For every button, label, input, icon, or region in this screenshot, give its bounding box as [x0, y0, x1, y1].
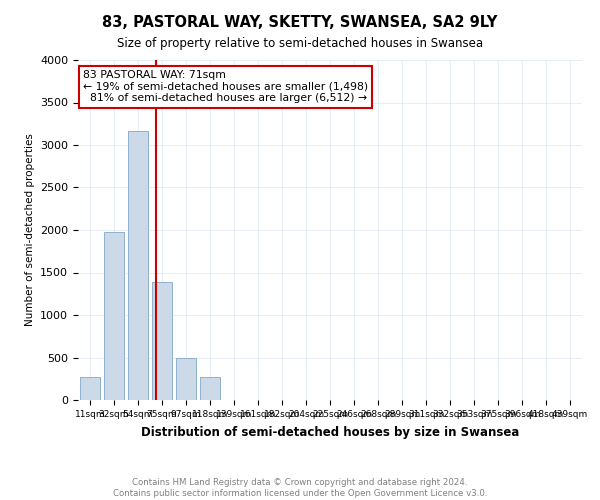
- Bar: [104, 232, 124, 400]
- Y-axis label: Number of semi-detached properties: Number of semi-detached properties: [25, 134, 35, 326]
- Bar: [152, 282, 172, 400]
- Bar: [176, 358, 196, 400]
- Text: 83 PASTORAL WAY: 71sqm
← 19% of semi-detached houses are smaller (1,498)
  81% o: 83 PASTORAL WAY: 71sqm ← 19% of semi-det…: [83, 70, 368, 103]
- Bar: [200, 377, 220, 400]
- Text: Contains HM Land Registry data © Crown copyright and database right 2024.
Contai: Contains HM Land Registry data © Crown c…: [113, 478, 487, 498]
- X-axis label: Distribution of semi-detached houses by size in Swansea: Distribution of semi-detached houses by …: [141, 426, 519, 438]
- Bar: [128, 132, 148, 400]
- Text: Size of property relative to semi-detached houses in Swansea: Size of property relative to semi-detach…: [117, 38, 483, 51]
- Text: 83, PASTORAL WAY, SKETTY, SWANSEA, SA2 9LY: 83, PASTORAL WAY, SKETTY, SWANSEA, SA2 9…: [103, 15, 497, 30]
- Bar: [80, 377, 100, 400]
